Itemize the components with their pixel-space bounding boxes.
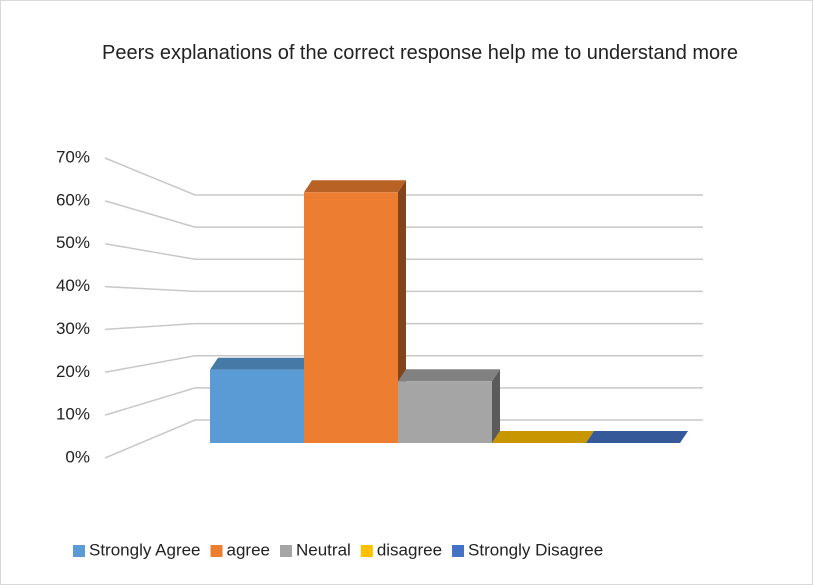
grid-line [104,354,703,374]
bar-top [210,357,312,370]
bar-side [492,369,500,443]
y-tick-label: 0% [65,447,90,466]
legend-label: Neutral [296,540,351,559]
bar-top [398,369,500,382]
grid-line [104,157,703,196]
bar [304,192,398,443]
legend-label: Strongly Agree [89,540,201,559]
legend-swatch [210,545,223,557]
legend-label: Strongly Disagree [468,540,603,559]
grid-line [104,242,703,261]
grid-line [104,387,703,416]
legend-label: agree [227,540,270,559]
legend-swatch [452,545,465,557]
chart-title: Peers explanations of the correct respon… [102,42,738,64]
bar-top [304,180,406,193]
y-tick-label: 60% [56,190,90,209]
bar-top [586,431,688,443]
y-tick-label: 50% [56,233,90,252]
grid-line [104,285,703,293]
legend-label: disagree [377,540,442,559]
grid-line [104,322,703,331]
y-tick-label: 10% [56,405,90,424]
y-tick-label: 30% [56,319,90,338]
bar-top [492,431,594,443]
y-tick-label: 70% [56,147,90,166]
legend-swatch [73,545,85,557]
grid-line [104,419,703,459]
bar [210,369,304,443]
y-tick-label: 20% [56,362,90,381]
legend-swatch [280,545,292,557]
bar [398,381,492,443]
y-tick-label: 40% [56,276,90,295]
grid-line [104,200,703,228]
legend-swatch [360,545,373,557]
